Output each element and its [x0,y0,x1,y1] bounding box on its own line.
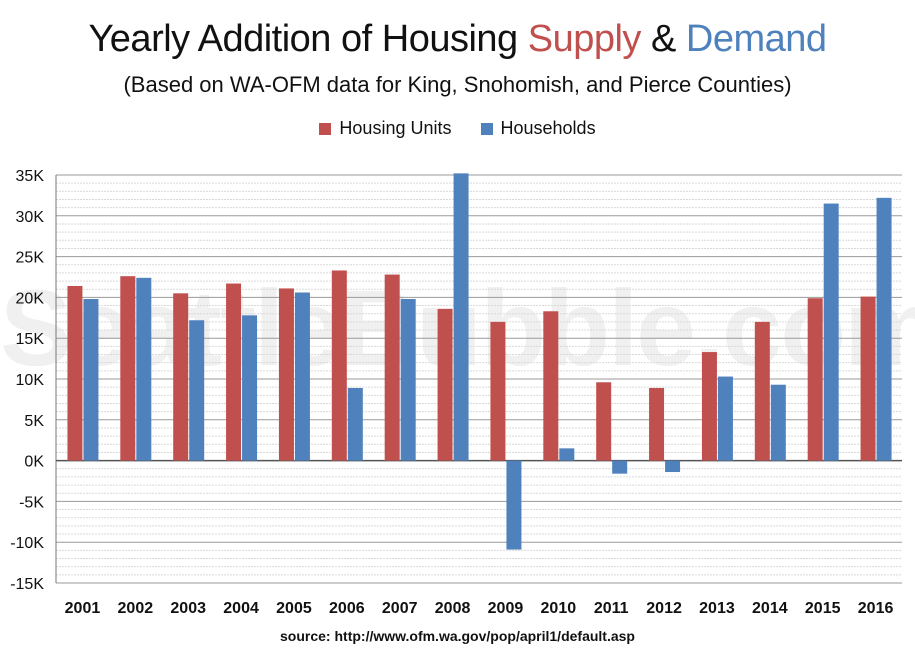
bar-housing-units [226,283,242,461]
x-tick-label: 2014 [752,600,788,617]
bar-housing-units [278,288,294,461]
bar-households [242,315,258,461]
x-tick-label: 2013 [699,600,735,617]
x-tick-label: 2006 [329,600,365,617]
bar-households [506,460,522,550]
bar-housing-units [173,293,189,461]
bar-housing-units [490,321,506,461]
bar-housing-units [596,382,612,461]
x-tick-label: 2004 [223,600,259,617]
x-tick-label: 2007 [382,600,418,617]
x-tick-label: 2012 [646,600,682,617]
bar-housing-units [807,298,823,461]
x-tick-label: 2015 [805,600,841,617]
y-tick-label: 0K [24,454,44,471]
x-tick-label: 2016 [858,600,894,617]
bar-housing-units [120,276,136,461]
y-tick-label: 15K [16,331,45,348]
bar-housing-units [437,308,453,461]
bar-households [717,376,733,461]
x-tick-label: 2008 [435,600,471,617]
y-tick-label: 5K [24,413,44,430]
bar-households [453,173,469,461]
bar-housing-units [384,274,400,461]
bar-housing-units [754,321,770,461]
bar-housing-units [649,387,665,461]
bar-housing-units [701,352,717,461]
bar-households [559,448,575,461]
bar-households [770,384,786,461]
bar-households [136,277,152,461]
x-tick-label: 2005 [276,600,312,617]
title-part1: Yearly Addition of Housing [88,18,528,60]
x-tick-label: 2002 [118,600,154,617]
y-tick-label: 30K [16,209,45,226]
bar-housing-units [67,285,83,461]
legend-item-households: Households [480,118,596,139]
bar-households [294,292,310,461]
legend-swatch-households [480,123,493,135]
title-amp: & [640,18,686,60]
bar-households [400,299,416,461]
y-tick-label: 10K [16,372,45,389]
x-tick-label: 2010 [541,600,577,617]
bar-households [83,299,99,461]
x-tick-label: 2003 [170,600,206,617]
title-supply: Supply [527,18,642,60]
y-tick-label: 35K [16,168,45,185]
legend: Housing Units Households [0,118,915,139]
legend-label-housing-units: Housing Units [339,118,452,138]
y-tick-label: -15K [10,576,44,593]
bar-households [189,320,205,461]
x-tick-label: 2001 [65,600,101,617]
bar-households [823,203,839,461]
chart-title: Yearly Addition of Housing Supply & Dema… [0,18,915,61]
title-demand: Demand [685,18,827,60]
bar-households [665,460,681,473]
legend-item-housing-units: Housing Units [319,118,451,139]
bar-households [876,197,892,461]
source-note: source: http://www.ofm.wa.gov/pop/april1… [280,628,635,644]
y-tick-label: -5K [19,494,44,511]
y-tick-label: -10K [10,535,44,552]
bar-households [612,460,628,474]
legend-label-households: Households [500,118,596,138]
y-tick-label: 20K [16,290,45,307]
bar-housing-units [331,270,347,461]
x-tick-label: 2009 [488,600,524,617]
bar-housing-units [543,311,559,461]
bar-housing-units [860,296,876,461]
legend-swatch-housing-units [319,123,332,135]
bar-households [347,387,363,461]
y-tick-label: 25K [16,250,45,267]
chart-subtitle: (Based on WA-OFM data for King, Snohomis… [123,72,792,97]
x-tick-label: 2011 [594,600,629,617]
